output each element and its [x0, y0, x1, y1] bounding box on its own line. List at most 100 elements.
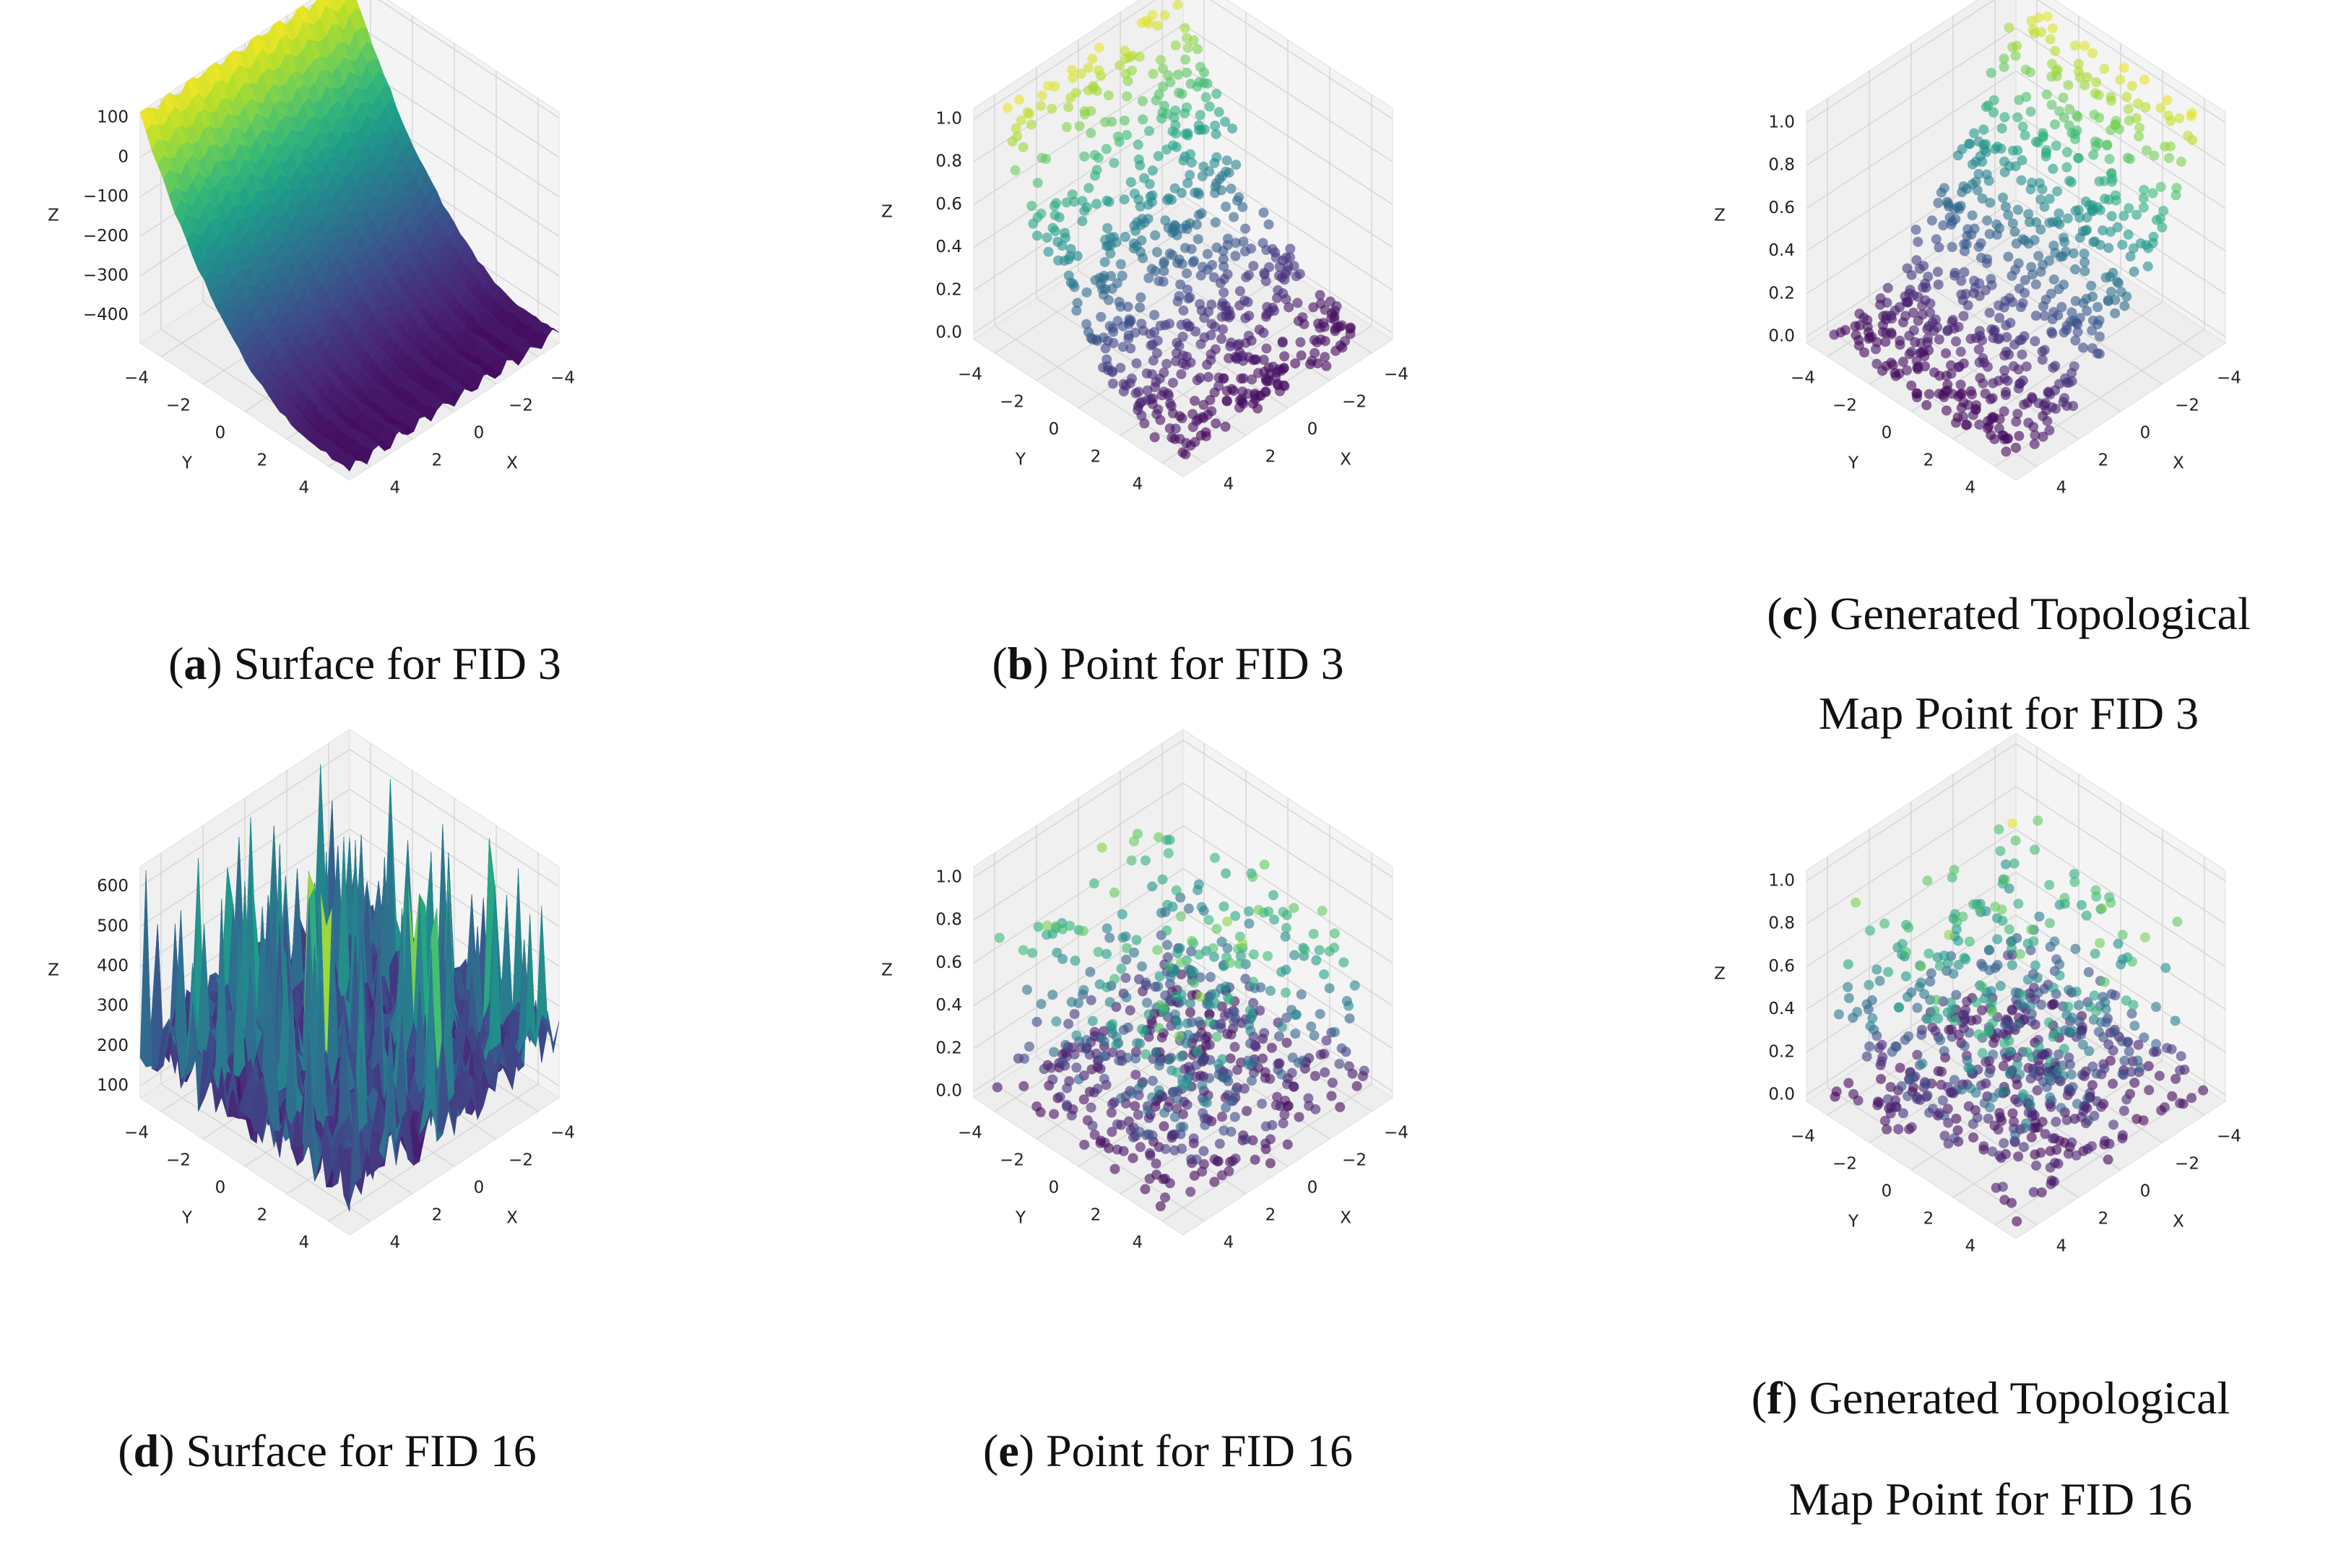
point — [1192, 81, 1203, 92]
point — [1156, 1032, 1167, 1043]
point — [2070, 943, 2081, 954]
point — [2058, 92, 2069, 103]
z-tick-label: 0.0 — [1768, 327, 1795, 346]
point — [1185, 292, 1195, 303]
point — [1932, 267, 1943, 277]
point — [1211, 418, 1221, 429]
point — [2165, 116, 2176, 126]
point — [1116, 1093, 1127, 1104]
point — [1121, 954, 1132, 965]
y-tick-label: 2 — [1091, 448, 1101, 467]
point — [2013, 364, 2024, 375]
x-tick-label: 2 — [1265, 448, 1276, 467]
point — [1319, 969, 1330, 980]
point — [2162, 95, 2173, 105]
point — [2082, 306, 2092, 316]
point — [2094, 348, 2105, 359]
point — [1161, 358, 1172, 369]
point — [1282, 265, 1293, 276]
point — [1221, 396, 1232, 407]
y-tick-label: 0 — [1882, 424, 1892, 443]
point — [2106, 168, 2117, 178]
point — [1120, 232, 1130, 243]
point — [2079, 266, 2090, 277]
point — [1135, 1127, 1146, 1138]
point — [1994, 300, 2004, 311]
point — [2158, 205, 2169, 216]
point — [2053, 310, 2064, 321]
point — [1187, 935, 1198, 946]
point — [1107, 378, 1118, 389]
point — [1112, 1119, 1122, 1130]
point — [1175, 1052, 1186, 1062]
point — [1042, 920, 1052, 931]
point — [1036, 208, 1047, 219]
z-tick-label: 0.6 — [935, 953, 962, 972]
x-tick-label: 2 — [1265, 1206, 1276, 1225]
point — [1133, 1109, 1143, 1120]
point — [1122, 91, 1133, 102]
point — [1283, 1100, 1294, 1111]
point — [1215, 277, 1226, 288]
z-tick-label: 200 — [97, 1036, 129, 1055]
point — [1197, 1080, 1208, 1091]
point — [1003, 103, 1013, 113]
point — [1138, 253, 1148, 264]
point — [1199, 313, 1210, 324]
z-tick-label: 0.2 — [1768, 1042, 1795, 1061]
point — [1210, 852, 1221, 863]
point — [2048, 163, 2059, 174]
point — [1103, 90, 1114, 101]
x-tick-label: 2 — [2098, 451, 2109, 470]
point — [1132, 1038, 1143, 1049]
x-axis-label: X — [506, 454, 518, 473]
point — [2011, 416, 2022, 427]
point — [1130, 388, 1141, 399]
point — [1154, 971, 1165, 982]
point — [1978, 378, 1988, 389]
point — [1188, 1133, 1199, 1144]
point — [1260, 1073, 1271, 1083]
point — [1104, 997, 1115, 1008]
point — [1049, 1047, 1060, 1057]
point — [1109, 887, 1120, 898]
z-tick-label: 0.8 — [935, 911, 962, 930]
point — [1018, 1080, 1029, 1091]
point — [1248, 949, 1259, 960]
point — [2170, 190, 2181, 201]
point — [1131, 935, 1142, 945]
y-axis-label: Y — [181, 1209, 193, 1228]
point — [1317, 906, 1328, 917]
point — [1173, 69, 1184, 80]
point — [1118, 1145, 1129, 1156]
y-tick-label: 4 — [1133, 1234, 1143, 1252]
point — [1032, 178, 1043, 189]
point — [1994, 824, 2004, 835]
point — [1939, 391, 1949, 402]
point — [1295, 337, 1306, 347]
point — [1974, 326, 1985, 337]
point — [1182, 178, 1193, 189]
point — [2050, 46, 2061, 56]
point — [2105, 226, 2116, 237]
point — [2033, 398, 2044, 409]
point — [2020, 64, 2031, 75]
point — [2083, 967, 2094, 978]
point — [1226, 183, 1237, 194]
y-tick-label: −4 — [124, 1124, 149, 1143]
point — [1220, 982, 1231, 992]
point — [2001, 446, 2012, 457]
point — [1960, 289, 1971, 300]
point — [1258, 207, 1269, 218]
point — [1121, 992, 1132, 1002]
point — [1190, 326, 1201, 337]
point — [1281, 922, 1291, 933]
point — [1205, 971, 1216, 982]
x-axis-label: X — [2173, 454, 2184, 473]
point — [1985, 197, 1996, 208]
point — [1983, 945, 1994, 956]
point — [1185, 1007, 1195, 1018]
point — [1023, 108, 1034, 119]
point — [1334, 1059, 1345, 1070]
point — [1280, 931, 1291, 942]
